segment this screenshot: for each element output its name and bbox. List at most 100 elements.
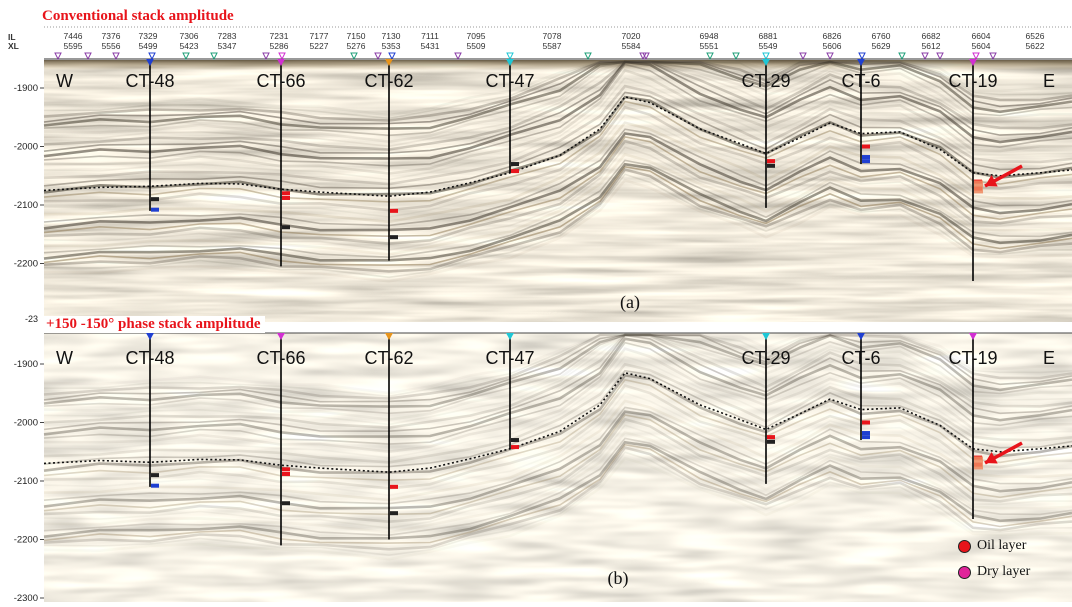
well-interval-b: [767, 435, 775, 440]
panel-b-reflector-bands: [43, 333, 1072, 561]
well-columns: CT-48 CT-48 CT-66 CT-66 CT-62 CT-62 CT-47 CT-47…: [125, 59, 998, 546]
well-interval-b: [767, 439, 775, 444]
panel-b-title: +150 -150° phase stack amplitude: [42, 316, 265, 333]
reflector-band: [43, 406, 1072, 505]
well-label-b: CT-6: [841, 348, 880, 368]
legend-dry: Dry layer: [958, 564, 1030, 580]
reflector-band: [43, 392, 1072, 497]
crossline-number: 5551: [700, 41, 719, 51]
crossline-number: 5556: [102, 41, 121, 51]
well-label-a: CT-66: [256, 71, 305, 91]
inline-number: 7376: [102, 31, 121, 41]
reflector-band: [43, 424, 1072, 529]
reflector-band: [43, 410, 1072, 510]
well-marker-icon: [278, 52, 286, 61]
reflector-band: [43, 369, 1072, 468]
reflector-band: [43, 333, 1072, 408]
legend-oil: Oil layer: [958, 538, 1026, 554]
panel-a-y-tick: -2100: [14, 200, 38, 211]
well-marker-icon: [182, 52, 190, 61]
well-label-b: CT-48: [125, 348, 174, 368]
panel-a-y-tick: -2200: [14, 259, 38, 270]
well-interval-b: [151, 473, 159, 478]
well-marker-icon: [898, 52, 906, 61]
crossline-number: 5423: [180, 41, 199, 51]
crossline-number: 5549: [759, 41, 778, 51]
crossline-number: 5629: [872, 41, 891, 51]
reflector-band: [43, 132, 1072, 232]
well-head-icon: [857, 59, 865, 66]
inline-number: 6526: [1026, 31, 1045, 41]
reflector-band: [43, 121, 1072, 224]
reflector-band: [43, 443, 1072, 544]
panel-b-y-tick: -1900: [14, 359, 38, 370]
oil-layer-swatch: [958, 539, 971, 553]
reflector-band: [43, 451, 1072, 557]
well-interval-a: [862, 155, 870, 160]
well-interval-b: [390, 484, 398, 489]
crossline-number: 5604: [972, 41, 991, 51]
panel-a-caption: (a): [620, 292, 640, 313]
crossline-number: 5587: [543, 41, 562, 51]
crossline-number: 5499: [139, 41, 158, 51]
well-label-b: CT-47: [485, 348, 534, 368]
inline-number: 7130: [382, 31, 401, 41]
oil-arrow-a-head: [985, 175, 998, 187]
well-marker-icon: [374, 52, 382, 61]
inline-number: 7446: [64, 31, 83, 41]
well-marker-icon: [762, 52, 770, 61]
reflector-band: [43, 95, 1072, 196]
well-label-a: CT-62: [364, 71, 413, 91]
dry-layer-label: Dry layer: [977, 564, 1031, 579]
crossline-number: 5509: [467, 41, 486, 51]
panel-a-y-tick-partial: -23: [25, 314, 38, 324]
reflector-band: [43, 333, 1072, 429]
reflector-band: [43, 334, 1072, 415]
inline-number: 7150: [347, 31, 366, 41]
reflector-band: [43, 152, 1072, 256]
well-head-icon: [146, 59, 154, 66]
reflector-band: [43, 333, 1072, 400]
well-marker-icon: [936, 52, 944, 61]
reflector-band: [43, 333, 1072, 395]
inline-number: 7329: [139, 31, 158, 41]
inline-number: 6682: [922, 31, 941, 41]
reflector-band: [43, 334, 1072, 426]
il-label: IL: [8, 32, 16, 42]
well-label-a: CT-48: [125, 71, 174, 91]
reflector-band: [43, 84, 1072, 186]
well-interval-a: [511, 162, 519, 167]
reflector-band: [43, 113, 1072, 218]
reflector-band: [43, 378, 1072, 482]
well-label-a: CT-19: [948, 71, 997, 91]
well-marker-icon: [210, 52, 218, 61]
reflector-band: [43, 105, 1072, 212]
well-marker-icon: [388, 52, 396, 61]
well-interval-a: [151, 197, 159, 202]
inline-number: 7078: [543, 31, 562, 41]
well-label-b: CT-66: [256, 348, 305, 368]
reflector-band: [43, 168, 1072, 273]
reflector-band: [43, 355, 1072, 459]
west-label-b: W: [56, 348, 73, 368]
crossline-number: 5353: [382, 41, 401, 51]
well-interval-b: [862, 420, 870, 425]
reflector-band: [43, 334, 1072, 403]
well-head-icon: [969, 333, 977, 340]
well-head-icon: [762, 333, 770, 340]
crossline-number: 5595: [64, 41, 83, 51]
well-marker-icon: [706, 52, 714, 61]
reflector-band: [43, 159, 1072, 259]
crossline-number: 5227: [310, 41, 329, 51]
well-label-a: CT-47: [485, 71, 534, 91]
well-label-b: CT-62: [364, 348, 413, 368]
well-marker-icon: [84, 52, 92, 61]
well-head-icon: [857, 333, 865, 340]
reflector-band: [43, 440, 1072, 540]
panel-a-top-band: [44, 60, 1072, 70]
inline-number: 6760: [872, 31, 891, 41]
reflector-band: [43, 63, 1072, 167]
reflector-band: [43, 373, 1072, 474]
well-interval-b: [511, 438, 519, 443]
well-marker-icon: [262, 52, 270, 61]
